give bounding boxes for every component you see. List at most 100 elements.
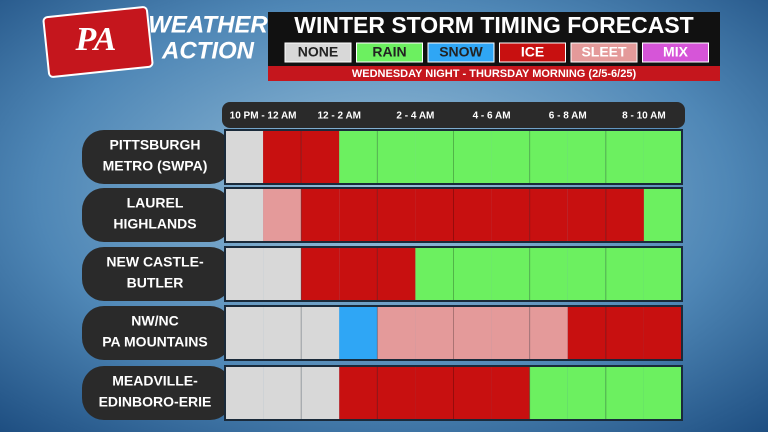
row-label: HIGHLANDS [113, 216, 196, 232]
time-slot [339, 306, 378, 360]
time-slot [567, 188, 606, 242]
time-slot [263, 130, 302, 184]
time-slot [643, 130, 682, 184]
row-frame [224, 187, 683, 243]
time-slot [339, 188, 378, 242]
row-label: PITTSBURGH [110, 137, 201, 153]
time-slot [377, 366, 416, 420]
time-slot [225, 130, 264, 184]
row-label: MEADVILLE- [112, 373, 198, 389]
row-label: LAUREL [127, 195, 184, 211]
time-slot [453, 188, 492, 242]
row-label-box [82, 188, 232, 242]
row-label-box [82, 247, 232, 301]
time-slot [263, 306, 302, 360]
row-label: EDINBORO-ERIE [99, 394, 212, 410]
time-slot [643, 188, 682, 242]
time-slot [567, 306, 606, 360]
row-frame [224, 365, 683, 421]
row-frame [224, 129, 683, 185]
time-slot [529, 306, 568, 360]
time-slot [377, 188, 416, 242]
time-slot [339, 130, 378, 184]
legend-swatch [499, 42, 566, 63]
time-slot [263, 366, 302, 420]
subtitle-bar [268, 66, 720, 81]
time-slot [225, 306, 264, 360]
legend-label: SNOW [439, 44, 483, 60]
legend-label: NONE [298, 44, 338, 60]
column-header [222, 102, 685, 128]
row-label: NEW CASTLE- [106, 254, 204, 270]
row-label: PA MOUNTAINS [102, 334, 208, 350]
time-slot [605, 188, 644, 242]
column-label: 2 - 4 AM [396, 111, 434, 122]
legend-label: RAIN [372, 44, 406, 60]
time-slot [377, 306, 416, 360]
time-slot [605, 306, 644, 360]
legend-swatch [642, 42, 709, 63]
time-slot [453, 306, 492, 360]
time-slot [453, 130, 492, 184]
brand: WEATHER [148, 11, 268, 38]
row-label: METRO (SWPA) [103, 158, 208, 174]
brand: ACTION [161, 37, 255, 64]
time-slot [491, 366, 530, 420]
row-frame [224, 305, 683, 361]
time-slot [339, 366, 378, 420]
time-slot [225, 247, 264, 301]
column-label: 4 - 6 AM [473, 111, 511, 122]
time-slot [301, 130, 340, 184]
time-slot [263, 188, 302, 242]
row-label: NW/NC [131, 313, 178, 329]
row-label-box [82, 306, 232, 360]
time-slot [643, 247, 682, 301]
time-slot [491, 188, 530, 242]
time-slot [377, 130, 416, 184]
time-slot [605, 247, 644, 301]
time-slot [415, 247, 454, 301]
logo-box [42, 6, 154, 78]
subtitle: WEDNESDAY NIGHT - THURSDAY MORNING (2/5-… [352, 68, 637, 80]
row-frame [224, 246, 683, 302]
time-slot [605, 130, 644, 184]
time-slot [225, 366, 264, 420]
time-slot [301, 306, 340, 360]
time-slot [567, 130, 606, 184]
row-label-box [82, 130, 232, 184]
time-slot [491, 306, 530, 360]
time-slot [529, 247, 568, 301]
time-slot [263, 247, 302, 301]
time-slot [301, 366, 340, 420]
row-label-box [82, 366, 232, 420]
legend-swatch [570, 42, 638, 63]
time-slot [453, 366, 492, 420]
column-label: 10 PM - 12 AM [230, 111, 297, 122]
time-slot [643, 366, 682, 420]
time-slot [643, 306, 682, 360]
time-slot [415, 306, 454, 360]
time-slot [225, 188, 264, 242]
time-slot [415, 188, 454, 242]
column-label: 8 - 10 AM [622, 111, 666, 122]
time-slot [529, 188, 568, 242]
legend-label: SLEET [581, 44, 627, 60]
time-slot [339, 247, 378, 301]
time-slot [415, 366, 454, 420]
time-slot [605, 366, 644, 420]
time-slot [529, 130, 568, 184]
legend-swatch [356, 42, 423, 63]
logo: PA [75, 21, 117, 58]
time-slot [415, 130, 454, 184]
time-slot [529, 366, 568, 420]
legend-swatch [284, 42, 352, 63]
title: WINTER STORM TIMING FORECAST [294, 12, 694, 38]
time-slot [301, 188, 340, 242]
column-label: 6 - 8 AM [549, 111, 587, 122]
legend-label: MIX [663, 44, 689, 60]
legend-label: ICE [521, 44, 544, 60]
time-slot [491, 247, 530, 301]
time-slot [301, 247, 340, 301]
time-slot [491, 130, 530, 184]
